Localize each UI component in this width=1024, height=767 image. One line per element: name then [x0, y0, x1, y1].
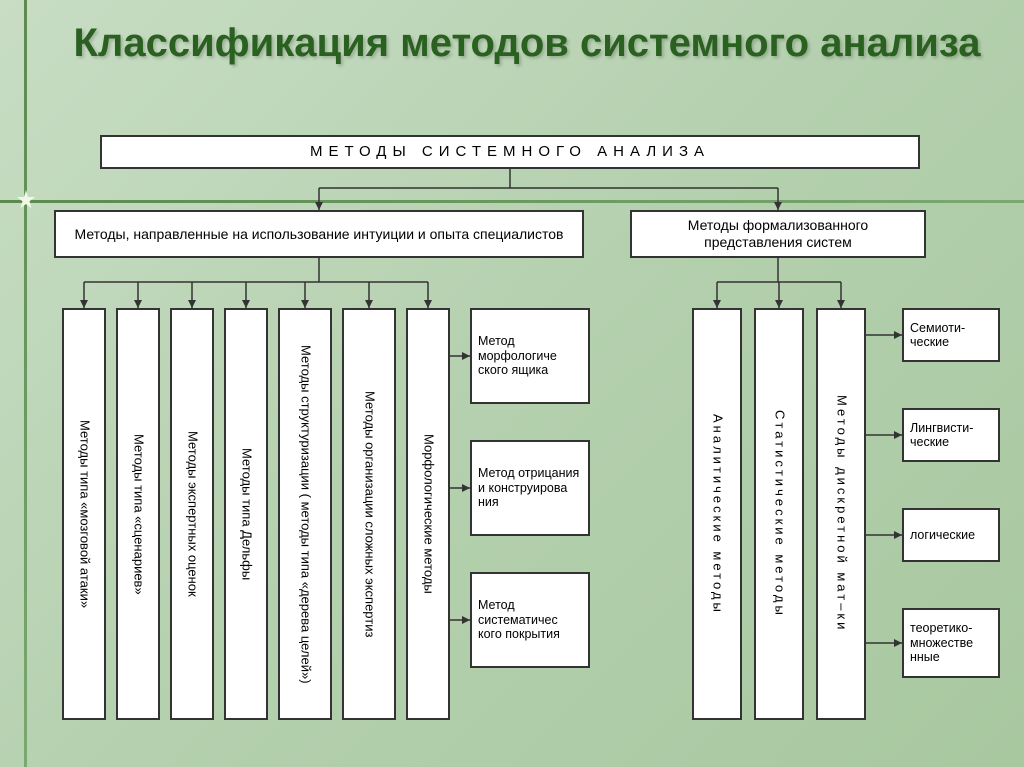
morph-box-method: Метод морфологиче ского ящика [470, 308, 590, 404]
root-node: МЕТОДЫ СИСТЕМНОГО АНАЛИЗА [100, 135, 920, 169]
decorative-vertical-line [24, 0, 27, 767]
col-delphi: Методы типа Дельфы [224, 308, 268, 720]
decorative-horizontal-line [0, 200, 1024, 203]
branch-formalized: Методы формализованного представления си… [630, 210, 926, 258]
col-scenarios: Методы типа «сценариев» [116, 308, 160, 720]
col-brainstorm: Методы типа «мозговой атаки» [62, 308, 106, 720]
col-complex-expertise: Методы организации сложных экспертиз [342, 308, 396, 720]
col-morphological: Морфологические методы [406, 308, 450, 720]
morph-coverage: Метод систематичес кого покрытия [470, 572, 590, 668]
sub-set-theory: теоретико-множестве нные [902, 608, 1000, 678]
morph-negation: Метод отрицания и конструирова ния [470, 440, 590, 536]
sub-linguistic: Лингвисти-ческие [902, 408, 1000, 462]
col-discrete-math: Методы дискретной мат–ки [816, 308, 866, 720]
branch-intuition: Методы, направленные на использование ин… [54, 210, 584, 258]
col-analytical: Аналитические методы [692, 308, 742, 720]
sub-semiotic: Семиоти-ческие [902, 308, 1000, 362]
col-expert: Методы экспертных оценок [170, 308, 214, 720]
col-statistical: Статистические методы [754, 308, 804, 720]
star-icon [14, 188, 38, 212]
col-structuring: Методы структуризации ( методы типа «дер… [278, 308, 332, 720]
page-title: Классификация методов системного анализа [60, 20, 994, 66]
sub-logical: логические [902, 508, 1000, 562]
